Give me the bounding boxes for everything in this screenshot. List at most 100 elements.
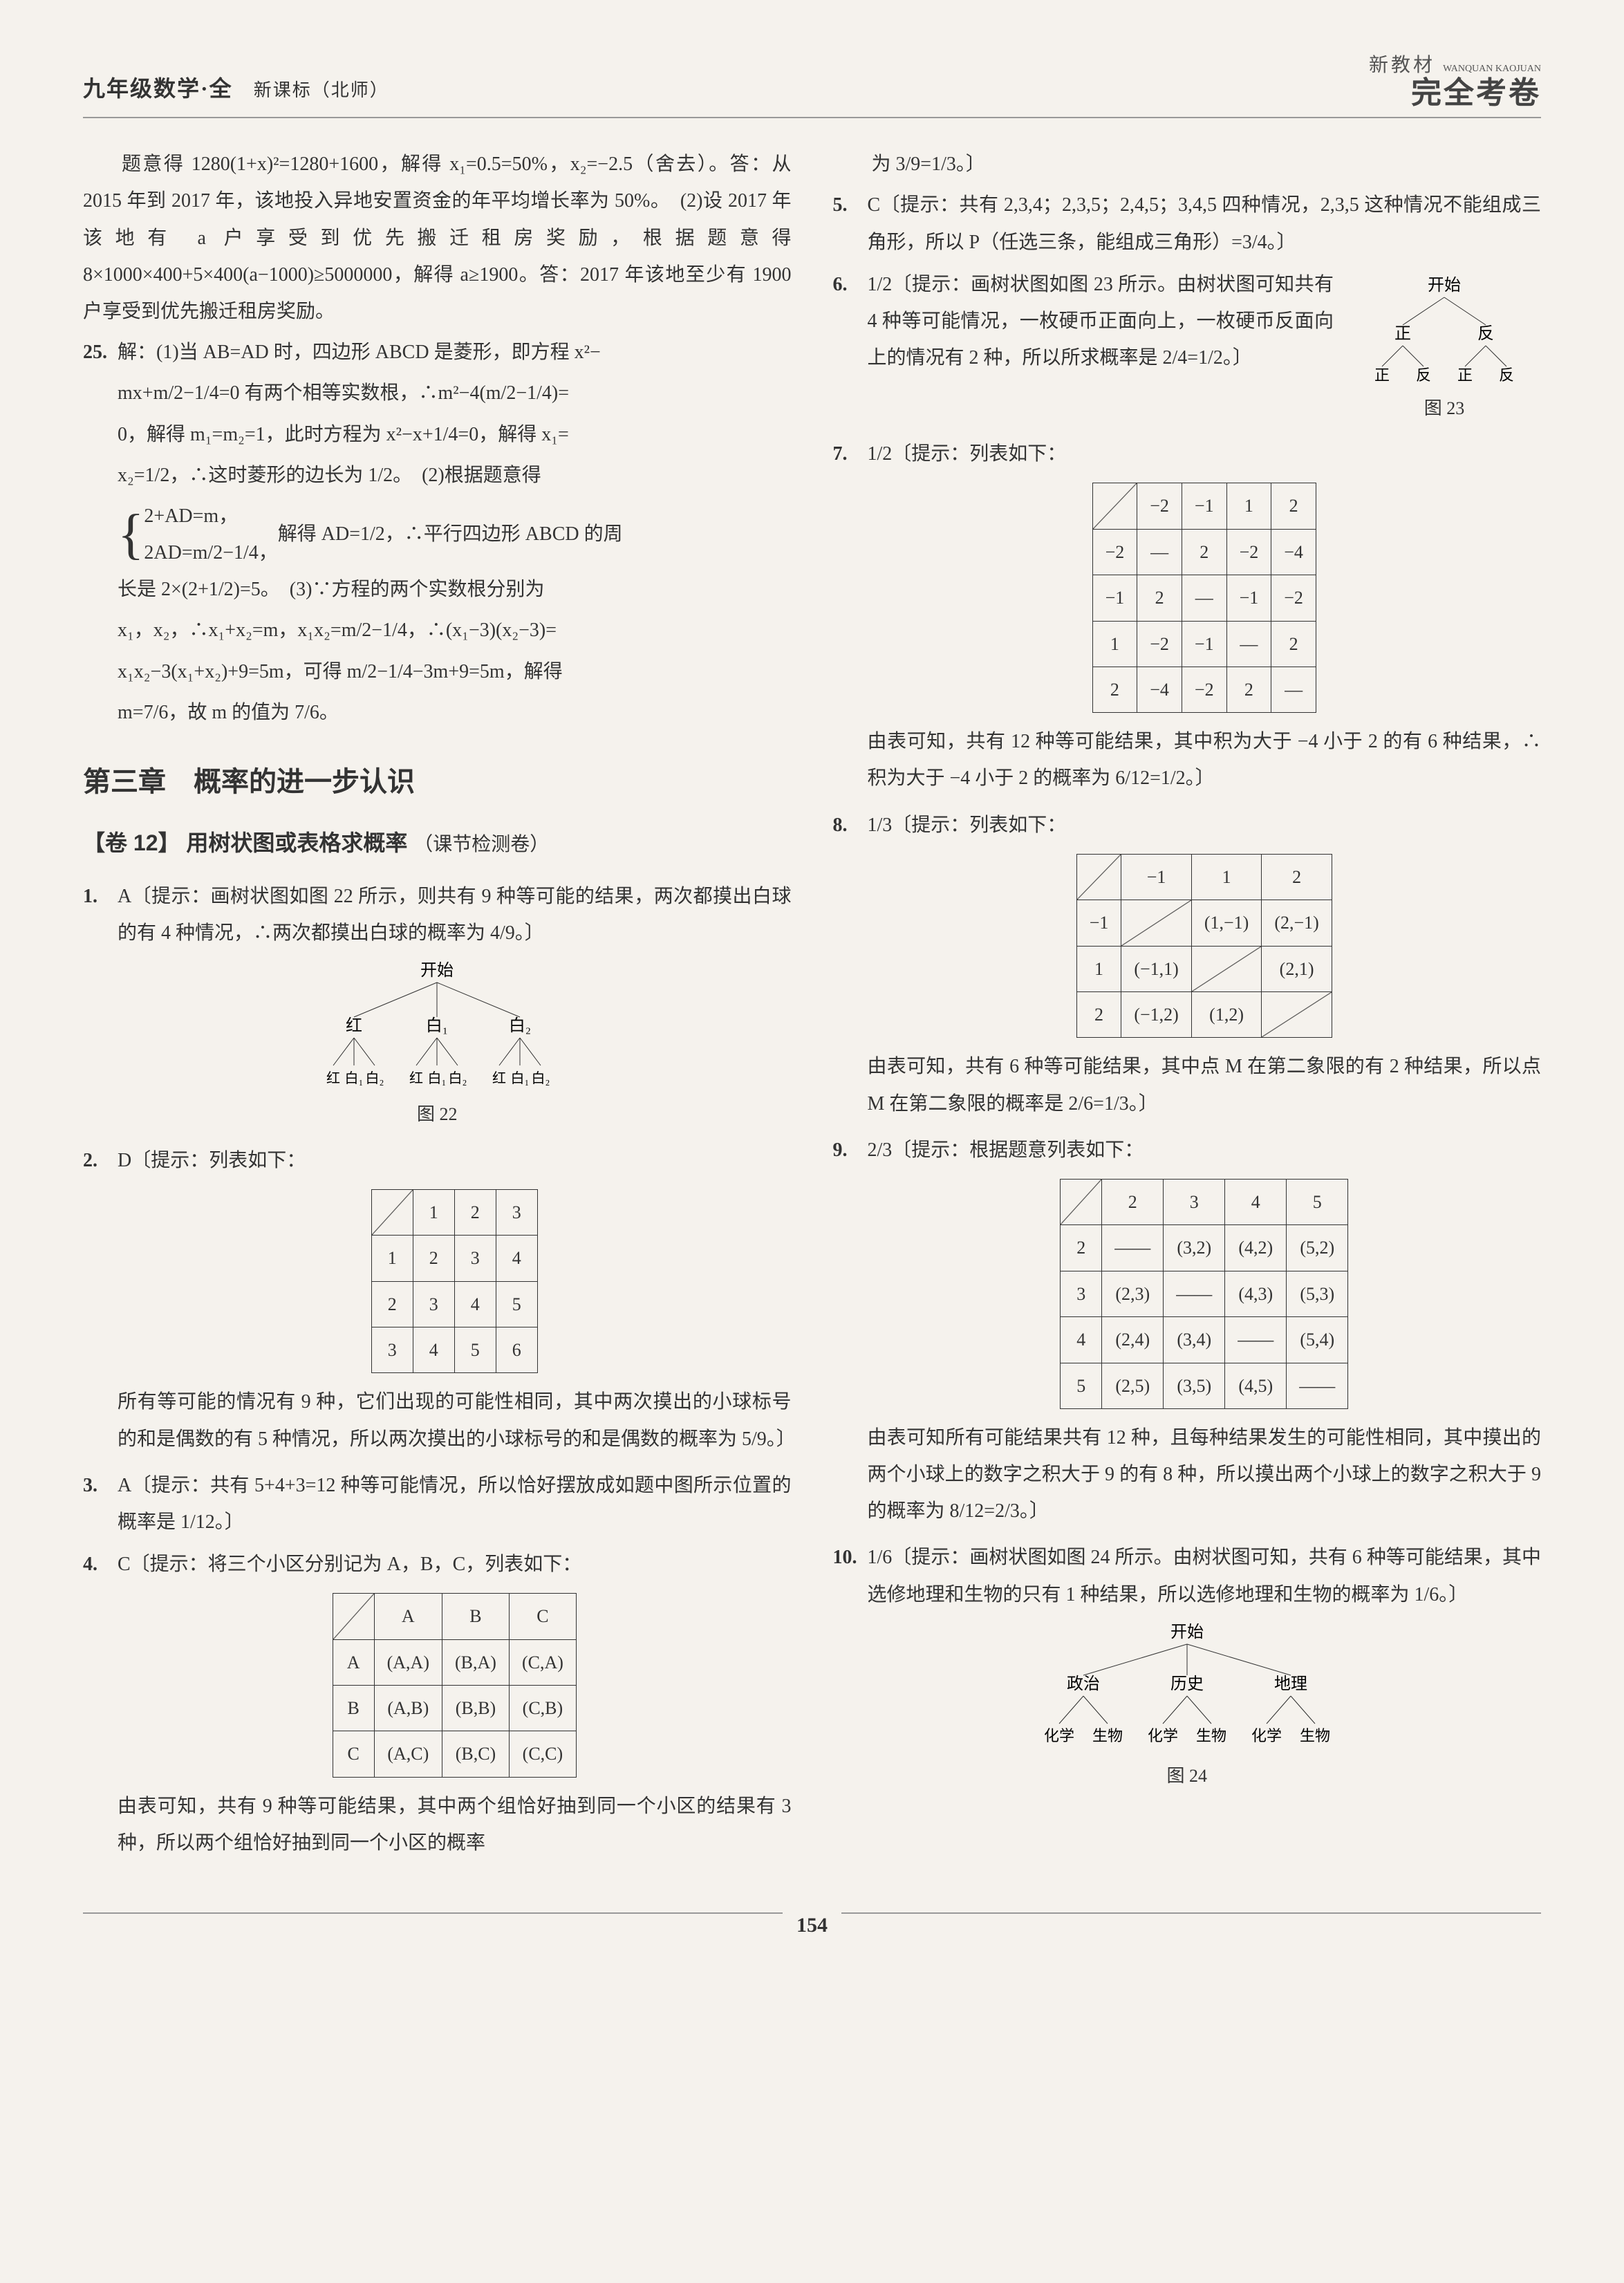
header-left: 九年级数学·全 新课标（北师） — [83, 68, 389, 110]
svg-text:生物: 生物 — [1196, 1727, 1226, 1744]
tree-diagram-icon: 开始 正 反 正 反 正 反 — [1354, 277, 1534, 387]
table-q9: 2345 2——(3,2)(4,2)(5,2) 3(2,3)——(4,3)(5,… — [1060, 1179, 1348, 1409]
table-row: 2——(3,2)(4,2)(5,2) — [1061, 1225, 1348, 1271]
brace-icon: { — [118, 512, 144, 557]
svg-text:反: 反 — [1477, 324, 1494, 343]
svg-text:白₂: 白₂ — [532, 1070, 550, 1086]
svg-text:化学: 化学 — [1251, 1727, 1282, 1744]
table-row: 2345 — [371, 1281, 537, 1327]
question-3: 3. A〔提示：共有 5+4+3=12 种等可能情况，所以恰好摆放成如题中图所示… — [83, 1467, 792, 1540]
table-q7: −2−112 −2—2−2−4 −12—−1−2 1−2−1—2 2−4−22— — [1092, 483, 1316, 713]
svg-text:开始: 开始 — [420, 962, 454, 980]
table-row: B(A,B)(B,B)(C,B) — [333, 1686, 576, 1731]
item-number: 9. — [833, 1132, 868, 1534]
table-row: −1(1,−1)(2,−1) — [1076, 900, 1332, 946]
question-25: 25. 解：(1)当 AB=AD 时，四边形 ABCD 是菱形，即方程 x²− … — [83, 334, 792, 735]
figure-24: 开始 政治 历史 地理 化学 生物 化学 生物 化学 生物 图 24 — [833, 1623, 1542, 1793]
table-q2: 123 1234 2345 3456 — [371, 1189, 538, 1374]
svg-text:化学: 化学 — [1148, 1727, 1178, 1744]
logo-top: 新教材 WANQUAN KAOJUAN — [1369, 55, 1541, 77]
question-2: 2. D〔提示：列表如下： 123 1234 2345 3456 所有等可能的情… — [83, 1142, 792, 1462]
table-row: 2(−1,2)(1,2) — [1076, 992, 1332, 1038]
question-8: 8. 1/3〔提示：列表如下： −112 −1(1,−1)(2,−1) 1(−1… — [833, 807, 1542, 1126]
left-column: 题意得 1280(1+x)²=1280+1600，解得 x₁=0.5=50%，x… — [83, 146, 792, 1871]
item-number: 6. — [833, 266, 868, 430]
item-number: 25. — [83, 334, 118, 735]
logo-bottom: 完全考卷 — [1369, 77, 1541, 110]
svg-text:红: 红 — [409, 1070, 423, 1086]
section-heading: 【卷 12】 用树状图或表格求概率 （课节检测卷） — [83, 822, 792, 864]
svg-text:生物: 生物 — [1300, 1727, 1330, 1744]
brace-system: { 2+AD=m， 2AD=m/2−1/4， 解得 AD=1/2，∴平行四边形 … — [118, 498, 792, 571]
question-6-row: 6. 1/2〔提示：画树状图如图 23 所示。由树状图可知共有 4 种等可能情况… — [833, 266, 1542, 436]
table-row: 1(−1,1)(2,1) — [1076, 946, 1332, 991]
page-header: 九年级数学·全 新课标（北师） 新教材 WANQUAN KAOJUAN 完全考卷 — [83, 55, 1541, 118]
item-number: 10. — [833, 1539, 868, 1612]
table-row: C(A,C)(B,C)(C,C) — [333, 1731, 576, 1777]
figure-23: 开始 正 反 正 反 正 反 图 23 — [1347, 277, 1541, 425]
svg-text:白₁: 白₁ — [428, 1070, 447, 1086]
svg-text:开始: 开始 — [1428, 277, 1461, 295]
content-columns: 题意得 1280(1+x)²=1280+1600，解得 x₁=0.5=50%，x… — [83, 146, 1541, 1871]
figure-caption: 图 22 — [83, 1097, 792, 1131]
svg-text:正: 正 — [1394, 325, 1411, 343]
svg-text:白₂: 白₂ — [449, 1070, 467, 1086]
item-number: 8. — [833, 807, 868, 1126]
svg-text:反: 反 — [1499, 366, 1514, 384]
figure-caption: 图 23 — [1347, 391, 1541, 425]
svg-text:白₁: 白₁ — [345, 1070, 364, 1086]
figure-22: 开始 红 白₁ 白₂ 红 白₁ 白₂ 红 白₁ 白₂ 红 白₁ — [83, 962, 792, 1131]
table-row: −12—−1−2 — [1092, 575, 1316, 621]
right-column: 为 3/9=1/3。〕 5. C〔提示：共有 2,3,4；2,3,5；2,4,5… — [833, 146, 1542, 1871]
table-row: −2—2−2−4 — [1092, 529, 1316, 575]
continuation-text: 题意得 1280(1+x)²=1280+1600，解得 x₁=0.5=50%，x… — [83, 146, 792, 330]
svg-text:开始: 开始 — [1170, 1623, 1204, 1641]
table-q8: −112 −1(1,−1)(2,−1) 1(−1,1)(2,1) 2(−1,2)… — [1076, 854, 1332, 1038]
page-footer: 154 — [83, 1912, 1541, 1960]
question-6: 6. 1/2〔提示：画树状图如图 23 所示。由树状图可知共有 4 种等可能情况… — [833, 266, 1334, 430]
tree-diagram-icon: 开始 红 白₁ 白₂ 红 白₁ 白₂ 红 白₁ 白₂ 红 白₁ — [299, 962, 575, 1093]
question-10: 10. 1/6〔提示：画树状图如图 24 所示。由树状图可知，共有 6 种等可能… — [833, 1539, 1542, 1612]
table-row: 2−4−22— — [1092, 667, 1316, 712]
question-9: 9. 2/3〔提示：根据题意列表如下： 2345 2——(3,2)(4,2)(5… — [833, 1132, 1542, 1534]
svg-text:地理: 地理 — [1274, 1675, 1307, 1693]
svg-text:生物: 生物 — [1092, 1727, 1123, 1744]
svg-text:红: 红 — [326, 1070, 340, 1086]
header-subtitle: 新课标（北师） — [254, 80, 389, 100]
question-7: 7. 1/2〔提示：列表如下： −2−112 −2—2−2−4 −12—−1−2… — [833, 436, 1542, 801]
tree-diagram-icon: 开始 政治 历史 地理 化学 生物 化学 生物 化学 生物 — [1014, 1623, 1360, 1755]
question-1: 1. A〔提示：画树状图如图 22 所示，则共有 9 种等可能的结果，两次都摸出… — [83, 878, 792, 951]
table-row: 1−2−1—2 — [1092, 621, 1316, 667]
svg-text:历史: 历史 — [1170, 1675, 1204, 1693]
svg-text:红: 红 — [492, 1070, 506, 1086]
brand-logo: 新教材 WANQUAN KAOJUAN 完全考卷 — [1369, 55, 1541, 110]
svg-text:反: 反 — [1416, 366, 1431, 384]
figure-caption: 图 24 — [833, 1759, 1542, 1793]
table-row: A(A,A)(B,A)(C,A) — [333, 1639, 576, 1685]
svg-text:白₂: 白₂ — [509, 1016, 531, 1035]
question-5: 5. C〔提示：共有 2,3,4；2,3,5；2,4,5；3,4,5 四种情况，… — [833, 187, 1542, 260]
table-row: 1234 — [371, 1236, 537, 1281]
table-row: 4(2,4)(3,4)——(5,4) — [1061, 1317, 1348, 1363]
item-number: 2. — [83, 1142, 118, 1462]
grade-title: 九年级数学·全 — [83, 76, 233, 101]
page-number: 154 — [783, 1905, 841, 1945]
table-row: 3(2,3)——(4,3)(5,3) — [1061, 1271, 1348, 1316]
item-number: 3. — [83, 1467, 118, 1540]
item-body: 解：(1)当 AB=AD 时，四边形 ABCD 是菱形，即方程 x²− mx+m… — [118, 334, 792, 735]
svg-text:政治: 政治 — [1067, 1675, 1100, 1693]
svg-text:白₁: 白₁ — [511, 1070, 530, 1086]
table-q4: ABC A(A,A)(B,A)(C,A) B(A,B)(B,B)(C,B) C(… — [333, 1593, 577, 1778]
chapter-heading: 第三章 概率的进一步认识 — [83, 756, 792, 808]
question-4: 4. C〔提示：将三个小区分别记为 A，B，C，列表如下： ABC A(A,A)… — [83, 1546, 792, 1865]
svg-text:正: 正 — [1374, 366, 1390, 384]
table-row: 3456 — [371, 1327, 537, 1372]
item-number: 5. — [833, 187, 868, 260]
item-number: 7. — [833, 436, 868, 801]
item-number: 4. — [83, 1546, 118, 1865]
svg-text:化学: 化学 — [1044, 1727, 1074, 1744]
svg-text:红: 红 — [346, 1016, 362, 1035]
svg-text:正: 正 — [1457, 366, 1473, 384]
svg-text:白₁: 白₁ — [426, 1016, 448, 1035]
svg-text:白₂: 白₂ — [366, 1070, 384, 1086]
